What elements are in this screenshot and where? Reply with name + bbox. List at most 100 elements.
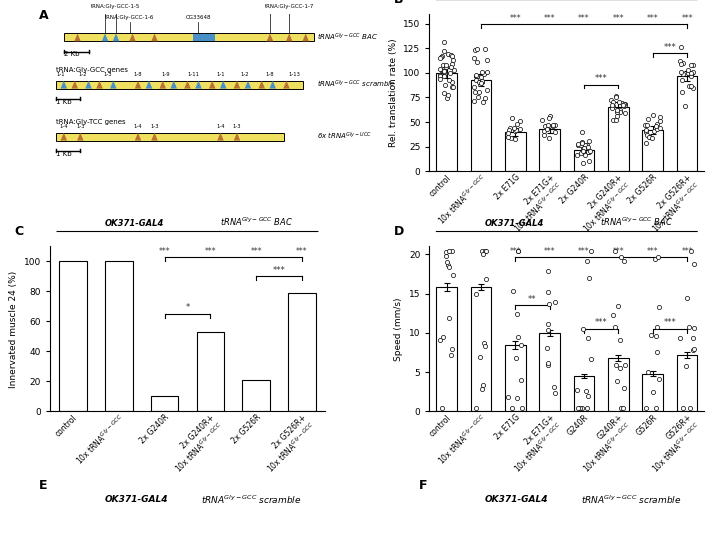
Point — [469, 87, 480, 96]
Point — [576, 138, 588, 146]
Point — [686, 247, 697, 256]
Point — [654, 112, 666, 121]
Point — [511, 126, 522, 135]
Polygon shape — [170, 81, 177, 89]
Text: ***: *** — [681, 14, 693, 23]
Point — [619, 100, 631, 109]
Text: 1-2: 1-2 — [241, 72, 250, 77]
Point — [435, 53, 447, 62]
Point — [685, 69, 696, 78]
Point — [439, 38, 450, 47]
Point — [549, 298, 561, 306]
Point — [688, 60, 699, 69]
Point — [442, 91, 453, 100]
Point — [434, 72, 445, 81]
Point — [511, 120, 523, 129]
Point — [445, 83, 457, 92]
Point — [443, 50, 454, 58]
Text: B: B — [394, 0, 403, 6]
Polygon shape — [245, 81, 251, 89]
Point — [578, 324, 589, 333]
Bar — [56, 81, 303, 89]
Text: C: C — [14, 225, 24, 238]
Text: 6x tRNA$^{Gly-UCC}$: 6x tRNA$^{Gly-UCC}$ — [317, 131, 372, 142]
Point — [473, 92, 484, 101]
Text: ***: *** — [159, 248, 170, 256]
Point — [575, 403, 586, 412]
Point — [445, 69, 456, 78]
Point — [575, 141, 586, 150]
Point — [648, 388, 659, 397]
Point — [614, 336, 626, 344]
Point — [503, 125, 515, 134]
Bar — [573, 150, 594, 172]
Text: 1-1: 1-1 — [56, 72, 65, 77]
Y-axis label: Speed (mm/s): Speed (mm/s) — [394, 297, 403, 361]
Text: D: D — [394, 225, 404, 238]
Point — [434, 336, 445, 345]
Point — [611, 111, 623, 120]
Point — [468, 96, 479, 105]
Point — [480, 247, 491, 256]
Text: ***: *** — [664, 42, 676, 52]
Text: tRNA$^{Gly-GCC}$ scramble: tRNA$^{Gly-GCC}$ scramble — [581, 493, 681, 506]
Point — [610, 116, 621, 124]
Point — [578, 159, 589, 168]
Point — [548, 382, 560, 391]
Bar — [505, 132, 526, 172]
Point — [677, 69, 689, 78]
Point — [610, 360, 621, 369]
Point — [543, 320, 554, 328]
Point — [543, 114, 555, 123]
Point — [611, 377, 623, 386]
Point — [687, 333, 699, 342]
Point — [447, 52, 458, 60]
Point — [686, 69, 698, 78]
Point — [651, 322, 663, 331]
Point — [611, 108, 622, 117]
Point — [583, 136, 594, 145]
Polygon shape — [110, 81, 117, 89]
Point — [478, 97, 489, 106]
Point — [643, 114, 654, 123]
Point — [675, 59, 686, 68]
Bar — [470, 80, 491, 172]
Point — [615, 252, 626, 261]
Point — [438, 67, 450, 75]
Point — [687, 346, 699, 355]
Polygon shape — [209, 81, 215, 89]
Text: 1-11: 1-11 — [187, 72, 199, 77]
Point — [542, 344, 553, 353]
Text: 1 Kb: 1 Kb — [56, 151, 72, 157]
Point — [542, 266, 553, 275]
Point — [470, 70, 481, 79]
Text: tRNA:Gly-GCC-1-5: tRNA:Gly-GCC-1-5 — [92, 4, 141, 9]
Point — [640, 403, 651, 412]
Polygon shape — [129, 34, 136, 41]
Point — [648, 126, 659, 135]
Point — [543, 120, 554, 129]
Point — [470, 75, 482, 84]
Bar — [539, 333, 560, 411]
Point — [438, 72, 450, 81]
Text: tRNA:Gly-TCC genes: tRNA:Gly-TCC genes — [56, 119, 125, 125]
Point — [583, 147, 595, 156]
Point — [573, 139, 584, 148]
Point — [516, 340, 527, 349]
Point — [676, 87, 687, 96]
Text: 1-3: 1-3 — [150, 124, 159, 129]
Point — [505, 134, 516, 142]
Text: 1-3: 1-3 — [232, 124, 241, 129]
Point — [578, 144, 590, 152]
Point — [447, 82, 458, 91]
Point — [543, 361, 554, 370]
Point — [651, 125, 663, 134]
Text: ***: *** — [204, 248, 216, 256]
Text: 1-4: 1-4 — [134, 124, 142, 129]
Point — [447, 78, 458, 86]
Point — [582, 334, 593, 343]
Point — [480, 342, 491, 350]
Point — [645, 133, 656, 142]
Text: 1-4: 1-4 — [216, 124, 225, 129]
Text: 1-8: 1-8 — [134, 72, 142, 77]
